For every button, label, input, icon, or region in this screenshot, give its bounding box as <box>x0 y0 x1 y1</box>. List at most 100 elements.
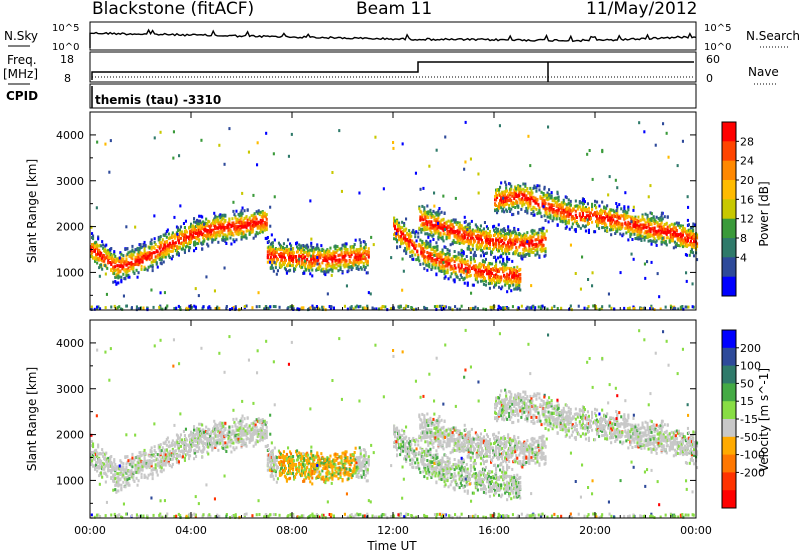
power-cell <box>560 210 563 214</box>
power-cell <box>677 233 680 237</box>
power-cell <box>441 263 444 267</box>
power-cell <box>519 238 522 241</box>
power-cell <box>479 235 482 239</box>
power-cell <box>650 227 653 231</box>
power-cell <box>683 244 686 248</box>
power-cell <box>540 235 543 239</box>
power-cell <box>482 227 485 231</box>
power-cell <box>420 250 423 254</box>
power-cell <box>270 262 273 266</box>
power-cell <box>555 217 558 221</box>
power-cell <box>502 259 505 263</box>
power-cell <box>607 218 610 222</box>
power-cell <box>692 251 695 255</box>
power-cell <box>612 228 615 231</box>
power-cell <box>448 233 451 237</box>
power-cell <box>361 306 364 310</box>
power-cell <box>165 247 168 251</box>
power-cell <box>308 268 311 272</box>
power-cell <box>344 244 347 248</box>
power-cell <box>562 200 565 204</box>
power-cell <box>560 201 563 205</box>
power-cell <box>594 230 597 234</box>
power-cell <box>116 264 119 268</box>
power-cell <box>189 307 192 310</box>
power-cell <box>411 254 414 257</box>
power-cell <box>574 213 577 217</box>
power-cell <box>404 229 407 233</box>
power-cell <box>242 219 245 223</box>
power-cell <box>682 239 685 242</box>
power-cell <box>627 205 630 209</box>
power-cell <box>565 214 568 218</box>
power-cell <box>580 209 583 213</box>
power-cell <box>443 228 446 231</box>
power-cell <box>148 246 151 250</box>
power-cell <box>600 208 603 212</box>
power-cell <box>485 231 488 235</box>
power-cell <box>152 305 155 309</box>
power-cell <box>435 148 438 152</box>
power-cell <box>441 235 444 239</box>
power-cell <box>435 241 438 245</box>
power-cell <box>591 202 594 206</box>
power-cell <box>192 228 195 232</box>
power-cell <box>131 257 134 261</box>
power-cell <box>495 263 498 267</box>
power-cell <box>535 207 538 211</box>
power-cell <box>519 243 522 247</box>
power-cell <box>519 252 522 256</box>
power-cell <box>269 266 272 270</box>
power-cell <box>490 307 493 311</box>
power-cell <box>623 205 626 209</box>
power-cell <box>488 240 491 244</box>
power-cell <box>218 143 221 147</box>
power-cell <box>377 307 380 311</box>
power-cell <box>354 238 357 242</box>
power-cell <box>494 255 497 259</box>
power-cell <box>215 226 218 230</box>
power-cell <box>340 249 343 253</box>
power-cell <box>418 207 421 211</box>
power-cell <box>426 204 429 208</box>
power-cell <box>464 269 467 273</box>
power-cell <box>137 256 140 260</box>
power-cell <box>350 306 353 310</box>
power-cell <box>218 306 221 310</box>
power-cell <box>640 223 643 227</box>
power-cell <box>265 226 268 230</box>
power-cell <box>475 265 478 269</box>
nsearch-label: N.Search <box>746 29 800 43</box>
power-cell <box>405 249 408 253</box>
power-cell <box>502 244 505 248</box>
power-cell <box>333 252 336 255</box>
power-cell <box>497 307 500 311</box>
power-cell <box>499 260 502 264</box>
power-cell <box>164 252 167 256</box>
power-cell <box>565 203 568 207</box>
power-cell <box>287 262 290 266</box>
power-cell <box>497 223 500 227</box>
power-cell <box>645 226 648 229</box>
power-cell <box>556 190 559 194</box>
power-cell <box>626 211 629 215</box>
power-cell <box>478 237 481 241</box>
power-cell <box>110 268 113 272</box>
power-cell <box>452 225 455 229</box>
power-cell <box>208 224 211 228</box>
power-cell <box>636 233 639 237</box>
power-cell <box>441 237 444 241</box>
power-cell <box>574 229 577 233</box>
power-cell <box>523 244 526 248</box>
power-cell <box>539 211 542 215</box>
power-cell <box>633 232 636 236</box>
power-cell <box>573 220 576 224</box>
power-cell <box>302 244 305 247</box>
power-cell <box>195 247 198 250</box>
power-cell <box>475 229 478 233</box>
power-cell <box>190 233 193 237</box>
power-cell <box>539 307 542 311</box>
power-cell <box>579 216 582 220</box>
power-cell <box>427 260 430 264</box>
power-cell <box>427 212 430 216</box>
